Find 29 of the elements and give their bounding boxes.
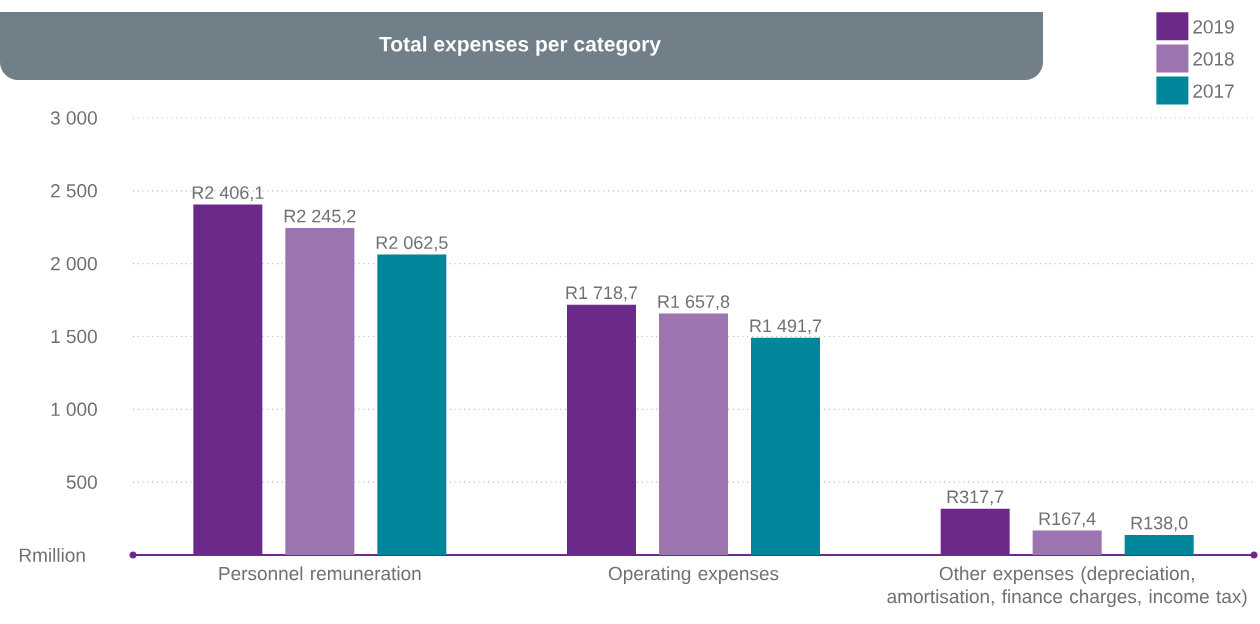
bar [285,227,355,555]
bar [659,313,728,555]
x-tick-label: Operating expenses [608,566,779,585]
y-tick-label: 500 [66,475,97,489]
x-tick-label: Other expenses (depreciation, amortisation, finance charges, income tax) [887,566,1247,608]
y-tick-label: 1 000 [51,402,97,417]
y-tick-label: 1 500 [51,329,97,344]
legend-label: 2019 [1193,20,1234,34]
legend-label: 2017 [1193,84,1234,98]
x-tick-label: Personnel remuneration [219,566,421,581]
data-label: R1 657,8 [658,295,730,311]
data-label: R2 406,1 [192,186,264,202]
bar [1032,530,1102,555]
data-label: R167,4 [1039,512,1096,528]
data-label: R317,7 [947,490,1004,506]
data-label: R2 062,5 [376,236,448,252]
y-tick-label: 2 500 [51,184,97,198]
bar [1124,534,1194,555]
y-axis-title: Rmillion [19,548,85,562]
bar [377,254,447,555]
data-label: R1 718,7 [566,286,638,302]
y-tick-label: 3 000 [50,111,97,125]
data-label: R2 245,2 [284,209,356,225]
legend-label: 2018 [1193,52,1234,66]
y-tick-label: 2 000 [51,256,97,271]
data-label: R1 491,7 [750,319,822,335]
bar [751,337,820,555]
data-label: R138,0 [1131,516,1188,532]
chart-title: Total expenses per category [379,36,661,56]
